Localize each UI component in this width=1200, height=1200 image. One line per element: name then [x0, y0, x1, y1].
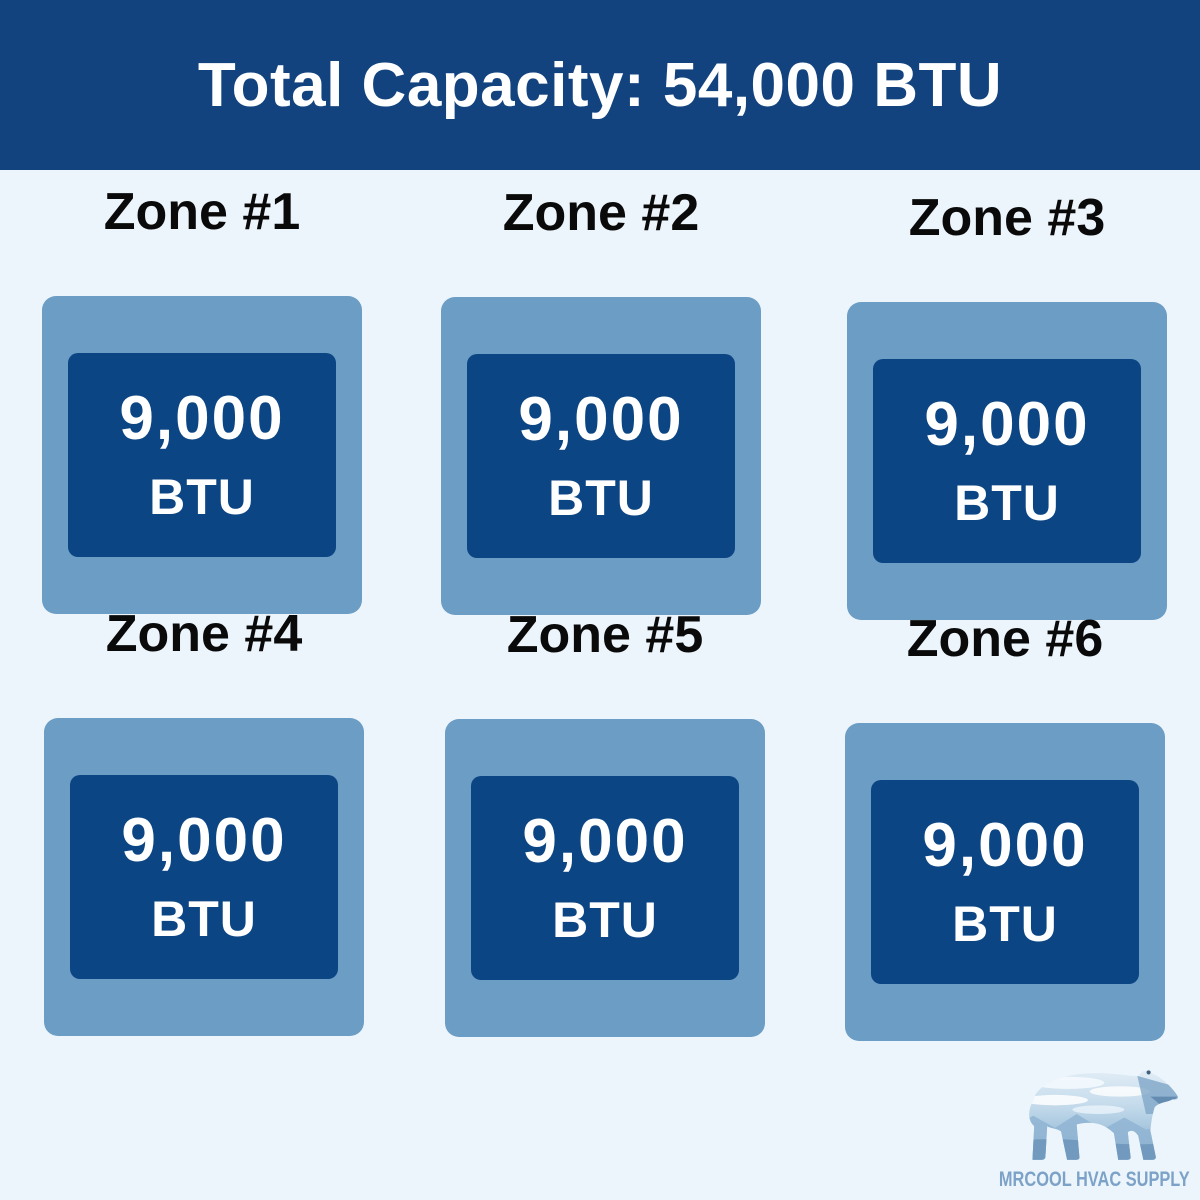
zone-label: Zone #5: [506, 606, 704, 664]
zone-card-1: Zone #1 9,000 BTU: [42, 186, 362, 614]
zone-outer-box: 9,000 BTU: [445, 719, 765, 1037]
btu-inner-box: 9,000 BTU: [471, 776, 739, 980]
polar-bear-icon: [1029, 1070, 1178, 1160]
btu-value: 9,000: [121, 806, 287, 875]
btu-unit: BTU: [954, 475, 1060, 531]
btu-inner-box: 9,000 BTU: [871, 780, 1139, 984]
btu-unit: BTU: [552, 892, 658, 948]
zone-label: Zone #3: [908, 189, 1106, 247]
btu-value: 9,000: [924, 390, 1090, 459]
zone-label: Zone #4: [105, 605, 303, 663]
btu-inner-box: 9,000 BTU: [873, 359, 1141, 563]
zone-label: Zone #6: [906, 610, 1104, 668]
zone-card-3: Zone #3 9,000 BTU: [847, 192, 1167, 620]
btu-value: 9,000: [119, 384, 285, 453]
zone-card-6: Zone #6 9,000 BTU: [845, 613, 1165, 1041]
zone-outer-box: 9,000 BTU: [441, 297, 761, 615]
header-bar: Total Capacity: 54,000 BTU: [0, 0, 1200, 170]
zone-card-5: Zone #5 9,000 BTU: [445, 609, 765, 1037]
zone-card-4: Zone #4 9,000 BTU: [44, 608, 364, 1036]
zone-label: Zone #1: [103, 183, 301, 241]
zone-outer-box: 9,000 BTU: [845, 723, 1165, 1041]
brand-logo: MRCOOL HVAC SUPPLY: [999, 1062, 1189, 1194]
btu-inner-box: 9,000 BTU: [70, 775, 338, 979]
btu-inner-box: 9,000 BTU: [68, 353, 336, 557]
zone-card-2: Zone #2 9,000 BTU: [441, 187, 761, 615]
zone-outer-box: 9,000 BTU: [847, 302, 1167, 620]
btu-unit: BTU: [952, 896, 1058, 952]
brand-name: MRCOOL HVAC SUPPLY: [998, 1168, 1190, 1191]
btu-unit: BTU: [548, 470, 654, 526]
page-title: Total Capacity: 54,000 BTU: [197, 50, 1003, 120]
btu-value: 9,000: [922, 811, 1088, 880]
zone-outer-box: 9,000 BTU: [44, 718, 364, 1036]
zone-outer-box: 9,000 BTU: [42, 296, 362, 614]
btu-unit: BTU: [151, 891, 257, 947]
btu-unit: BTU: [149, 469, 255, 525]
btu-value: 9,000: [518, 385, 684, 454]
btu-value: 9,000: [522, 807, 688, 876]
zone-label: Zone #2: [502, 184, 700, 242]
btu-inner-box: 9,000 BTU: [467, 354, 735, 558]
